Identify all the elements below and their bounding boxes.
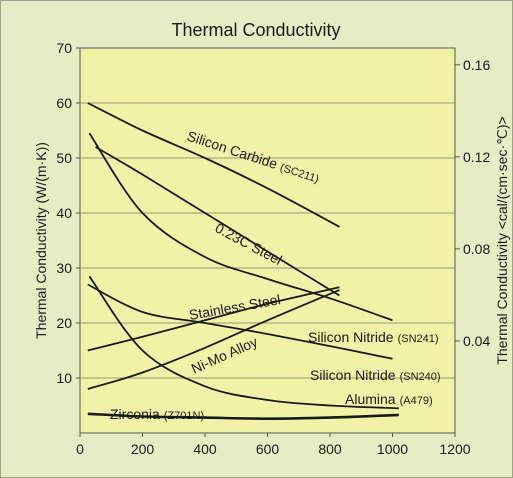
x-tick-label: 800 bbox=[318, 441, 342, 457]
y-tick-label: 70 bbox=[56, 40, 72, 56]
series-line-alumina-a479 bbox=[88, 275, 399, 410]
series-label-silicon-nitride-sn241: Silicon Nitride (SN241) bbox=[308, 329, 439, 345]
y-tick-label: 30 bbox=[56, 260, 72, 276]
series-grade: (Z701N) bbox=[164, 410, 204, 422]
series-label-alumina-a479: Alumina (A479) bbox=[345, 391, 433, 407]
y-tick-label: 20 bbox=[56, 315, 72, 331]
series-name: Zirconia bbox=[110, 406, 160, 422]
y-right-axis-label: Thermal Conductivity <cal/(cm·sec·℃)> bbox=[494, 116, 510, 364]
y-tick-label: 40 bbox=[56, 205, 72, 221]
series-line-stainless-steel bbox=[87, 286, 340, 352]
y-right-tick-label: 0.16 bbox=[463, 57, 490, 73]
x-tick-label: 200 bbox=[131, 441, 155, 457]
series-line-silicon-nitride-sn241 bbox=[88, 132, 393, 322]
series-grade: (SN241) bbox=[398, 333, 439, 345]
series-grade: (SN240) bbox=[400, 371, 441, 383]
series-grade: (A479) bbox=[400, 395, 433, 407]
y-axis-label: Thermal Conductivity (W/(m·K)) bbox=[33, 142, 49, 339]
series-line-ni-mo-alloy bbox=[87, 289, 340, 390]
y-right-tick-label: 0.12 bbox=[463, 149, 490, 165]
x-tick-label: 400 bbox=[193, 441, 217, 457]
plot-area bbox=[79, 47, 456, 434]
y-tick-label: 50 bbox=[56, 150, 72, 166]
y-right-tick-label: 0.04 bbox=[463, 333, 490, 349]
series-label-zirconia-z701n: Zirconia (Z701N) bbox=[110, 406, 204, 422]
x-tick-label: 600 bbox=[256, 441, 280, 457]
x-tick-label: 1200 bbox=[439, 441, 470, 457]
series-name: Silicon Nitride bbox=[308, 329, 394, 345]
series-line-0-23c-steel bbox=[95, 146, 340, 297]
chart-title: Thermal Conductivity bbox=[171, 20, 340, 40]
x-tick-label: 0 bbox=[76, 441, 84, 457]
x-tick-label: 1000 bbox=[377, 441, 408, 457]
series-line-zirconia-z701n bbox=[87, 412, 399, 421]
series-name: Alumina bbox=[345, 391, 396, 407]
series-label-silicon-nitride-sn240: Silicon Nitride (SN240) bbox=[310, 367, 441, 383]
y-right-tick-label: 0.08 bbox=[463, 241, 490, 257]
y-tick-label: 10 bbox=[56, 370, 72, 386]
series-line-silicon-nitride-sn240 bbox=[87, 283, 393, 360]
y-tick-label: 60 bbox=[56, 95, 72, 111]
series-name: Silicon Nitride bbox=[310, 367, 396, 383]
series-line-silicon-carbide-sc211 bbox=[87, 102, 340, 228]
